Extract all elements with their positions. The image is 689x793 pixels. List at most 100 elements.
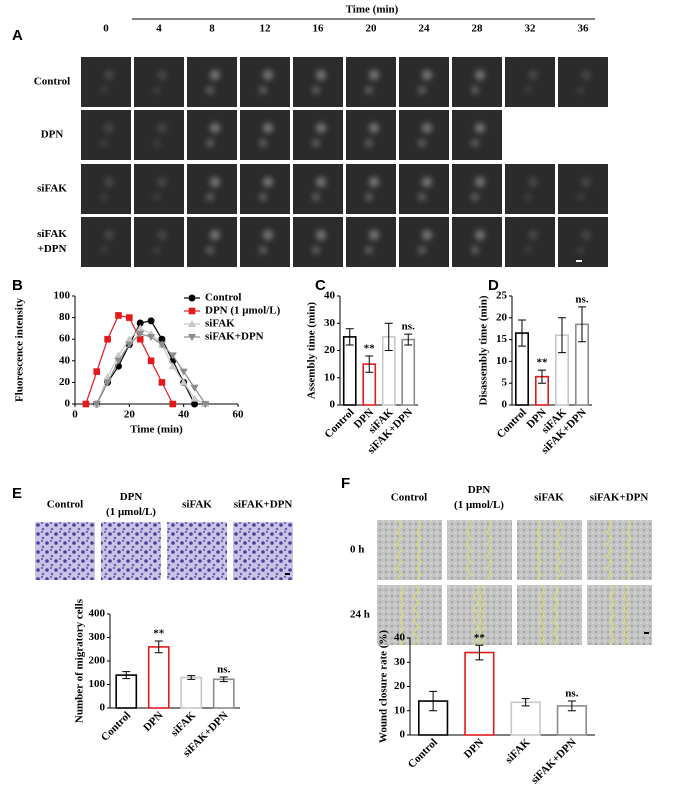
time-label: 24 bbox=[419, 23, 431, 35]
y-tick-label: 20 bbox=[59, 376, 71, 388]
time-label: 36 bbox=[578, 23, 590, 35]
y-tick-label: 40 bbox=[324, 290, 336, 302]
time-label: 4 bbox=[156, 23, 162, 35]
adhesion-spot bbox=[210, 230, 220, 240]
series-line bbox=[96, 320, 196, 405]
wound-edge bbox=[466, 519, 472, 581]
adhesion-spot bbox=[418, 139, 426, 147]
significance-label: ns. bbox=[402, 321, 415, 333]
error-bar bbox=[154, 640, 163, 654]
legend-marker bbox=[187, 334, 197, 341]
micrograph bbox=[346, 217, 396, 267]
error-bar bbox=[567, 700, 576, 712]
adhesion-spot bbox=[153, 86, 161, 94]
adhesion-spot bbox=[153, 246, 161, 254]
wound-edge bbox=[606, 519, 612, 581]
adhesion-spot bbox=[524, 86, 532, 94]
wound-image bbox=[587, 520, 652, 580]
adhesion-spot bbox=[259, 193, 267, 201]
y-axis-label: Fluorescence intensity bbox=[14, 298, 26, 402]
significance-label: ** bbox=[537, 357, 549, 369]
y-tick-label: 15 bbox=[496, 333, 508, 345]
bar bbox=[510, 701, 541, 736]
transwell-image bbox=[35, 522, 95, 580]
wound-edge bbox=[416, 519, 422, 581]
column-label: (1 μmol/L) bbox=[106, 506, 156, 518]
micrograph bbox=[293, 217, 343, 267]
adhesion-spot bbox=[316, 70, 326, 80]
adhesion-spot bbox=[316, 177, 326, 187]
wound-edge bbox=[556, 519, 562, 581]
y-tick-label: 0 bbox=[100, 702, 106, 714]
data-point bbox=[201, 401, 210, 408]
micrograph bbox=[81, 57, 131, 107]
bar bbox=[115, 674, 138, 709]
adhesion-spot bbox=[316, 123, 326, 133]
time-label: 32 bbox=[525, 23, 537, 35]
y-tick-label: 25 bbox=[496, 290, 508, 302]
micrograph bbox=[452, 110, 502, 160]
micrograph bbox=[240, 57, 290, 107]
adhesion-spot bbox=[475, 177, 485, 187]
error-bar bbox=[404, 333, 413, 346]
x-axis-label: Time (min) bbox=[130, 424, 183, 436]
significance-label: ns. bbox=[575, 293, 588, 305]
adhesion-spot bbox=[210, 123, 220, 133]
y-tick-label: 400 bbox=[89, 608, 106, 620]
adhesion-spot bbox=[581, 230, 591, 240]
error-bar bbox=[219, 676, 228, 683]
time-label: 20 bbox=[366, 23, 378, 35]
adhesion-spot bbox=[475, 123, 485, 133]
data-point bbox=[157, 341, 167, 349]
adhesion-spot bbox=[104, 177, 114, 187]
data-point bbox=[126, 314, 133, 321]
micrograph bbox=[187, 217, 237, 267]
adhesion-spot bbox=[422, 230, 432, 240]
data-point bbox=[168, 362, 177, 370]
y-axis-label: Disassembly time (min) bbox=[478, 295, 490, 405]
data-point bbox=[92, 401, 101, 408]
data-point bbox=[93, 368, 101, 375]
panel-letter: B bbox=[12, 277, 23, 294]
adhesion-spot bbox=[577, 86, 585, 94]
bar bbox=[212, 678, 235, 709]
adhesion-spot bbox=[153, 193, 161, 201]
adhesion-spot bbox=[422, 123, 432, 133]
panel-letter: A bbox=[12, 27, 23, 44]
wound-image bbox=[587, 585, 652, 645]
wound-edge bbox=[486, 519, 492, 581]
data-point bbox=[191, 400, 199, 408]
adhesion-spot bbox=[100, 193, 108, 201]
micrograph bbox=[558, 217, 608, 267]
column-label: siFAK bbox=[182, 499, 212, 511]
adhesion-spot bbox=[210, 70, 220, 80]
transwell-image bbox=[101, 522, 161, 580]
series-line bbox=[85, 314, 174, 405]
legend-marker bbox=[188, 307, 196, 315]
y-tick-label: 0 bbox=[65, 398, 71, 410]
column-label: DPN bbox=[468, 484, 491, 496]
data-point bbox=[147, 317, 155, 325]
adhesion-spot bbox=[422, 70, 432, 80]
x-tick-label: siFAK bbox=[503, 736, 533, 766]
micrograph bbox=[134, 164, 184, 214]
scale-bar bbox=[576, 260, 582, 262]
adhesion-spot bbox=[369, 230, 379, 240]
data-point bbox=[190, 384, 199, 392]
data-point bbox=[168, 352, 177, 360]
y-tick-label: 10 bbox=[324, 371, 336, 383]
wound-edge bbox=[479, 584, 485, 646]
adhesion-spot bbox=[100, 139, 108, 147]
bar bbox=[464, 651, 495, 736]
adhesion-spot bbox=[157, 177, 167, 187]
bar bbox=[147, 646, 170, 709]
adhesion-spot bbox=[528, 70, 538, 80]
data-point bbox=[146, 334, 156, 342]
adhesion-spot bbox=[259, 246, 267, 254]
adhesion-spot bbox=[157, 230, 167, 240]
micrograph bbox=[293, 57, 343, 107]
y-tick-label: 20 bbox=[324, 344, 336, 356]
panel-letter: D bbox=[488, 277, 499, 294]
adhesion-spot bbox=[312, 246, 320, 254]
error-bar bbox=[345, 328, 354, 346]
